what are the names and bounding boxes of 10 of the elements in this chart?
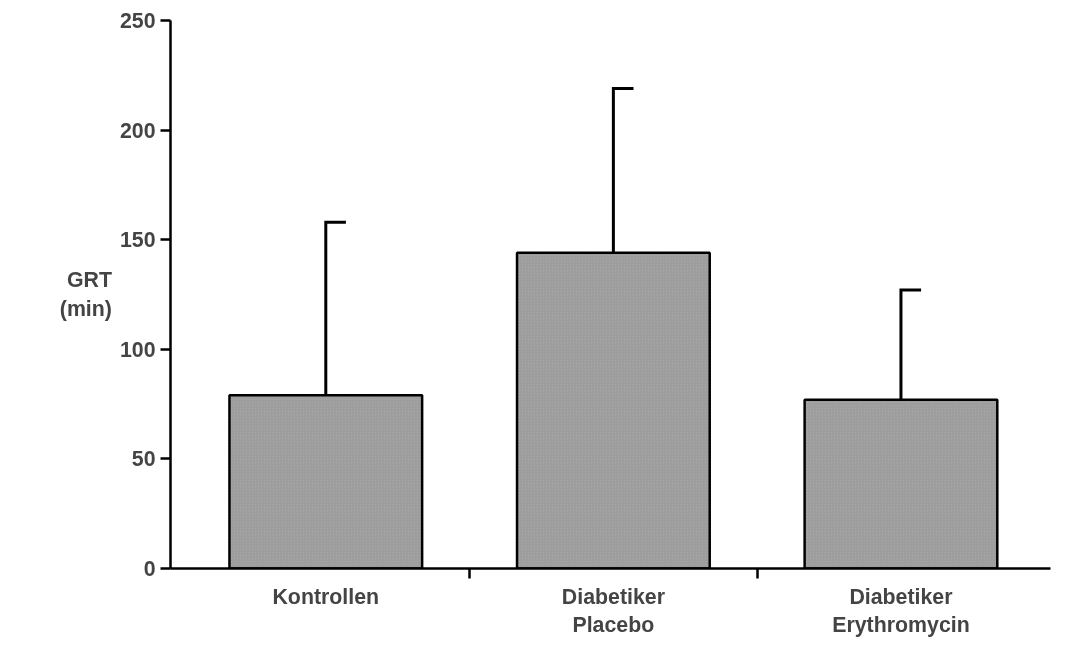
y-tick-label: 150 — [119, 228, 156, 253]
y-tick-label: 200 — [119, 118, 156, 143]
y-tick-label: 50 — [131, 447, 156, 472]
x-tick-label: Kontrollen — [272, 584, 380, 609]
x-tick-label: Diabetiker Placebo — [561, 584, 665, 638]
y-axis-title: GRT (min) — [59, 268, 112, 321]
y-tick-label: 250 — [119, 9, 156, 33]
x-tick-label: Diabetiker Erythromycin — [832, 584, 970, 638]
y-tick-label: 100 — [119, 337, 156, 362]
y-tick-label: 0 — [143, 557, 156, 581]
